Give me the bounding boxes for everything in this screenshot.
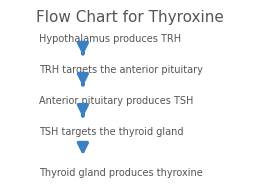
Text: Hypothalamus produces TRH: Hypothalamus produces TRH	[39, 34, 181, 44]
Text: Flow Chart for Thyroxine: Flow Chart for Thyroxine	[35, 10, 224, 25]
Text: Anterior pituitary produces TSH: Anterior pituitary produces TSH	[39, 96, 193, 106]
Text: TRH targets the anterior pituitary: TRH targets the anterior pituitary	[39, 65, 203, 75]
Text: Thyroid gland produces thyroxine: Thyroid gland produces thyroxine	[39, 168, 203, 178]
Text: TSH targets the thyroid gland: TSH targets the thyroid gland	[39, 127, 183, 137]
